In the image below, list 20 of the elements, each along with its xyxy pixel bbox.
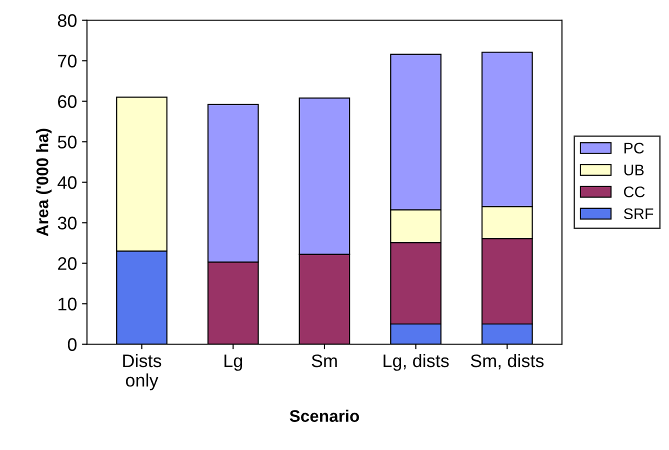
legend-label: SRF (624, 208, 654, 220)
y-tick-label: 10 (58, 298, 77, 310)
legend-label: PC (624, 142, 644, 154)
legend-label: CC (624, 186, 645, 198)
x-tick-label: Sm (312, 354, 337, 368)
x-axis-title: Scenario (290, 410, 360, 422)
x-tick-label: Lg, dists (384, 354, 449, 371)
y-tick-label: 20 (58, 257, 77, 270)
y-axis-title: Area ('000 ha) (36, 128, 52, 236)
y-tick-label: 70 (58, 54, 77, 68)
y-tick-label: 50 (58, 136, 77, 148)
y-tick-label: 60 (58, 95, 77, 108)
legend-label: UB (624, 164, 644, 176)
x-tick-label: Sm, dists (470, 354, 544, 370)
x-tick-label: Lg (224, 354, 242, 371)
y-tick-label: 30 (58, 216, 77, 230)
y-tick-label: 0 (68, 338, 77, 351)
x-tick-label: Dists only (123, 354, 162, 390)
y-tick-label: 40 (58, 176, 77, 189)
y-tick-label: 80 (58, 14, 77, 27)
